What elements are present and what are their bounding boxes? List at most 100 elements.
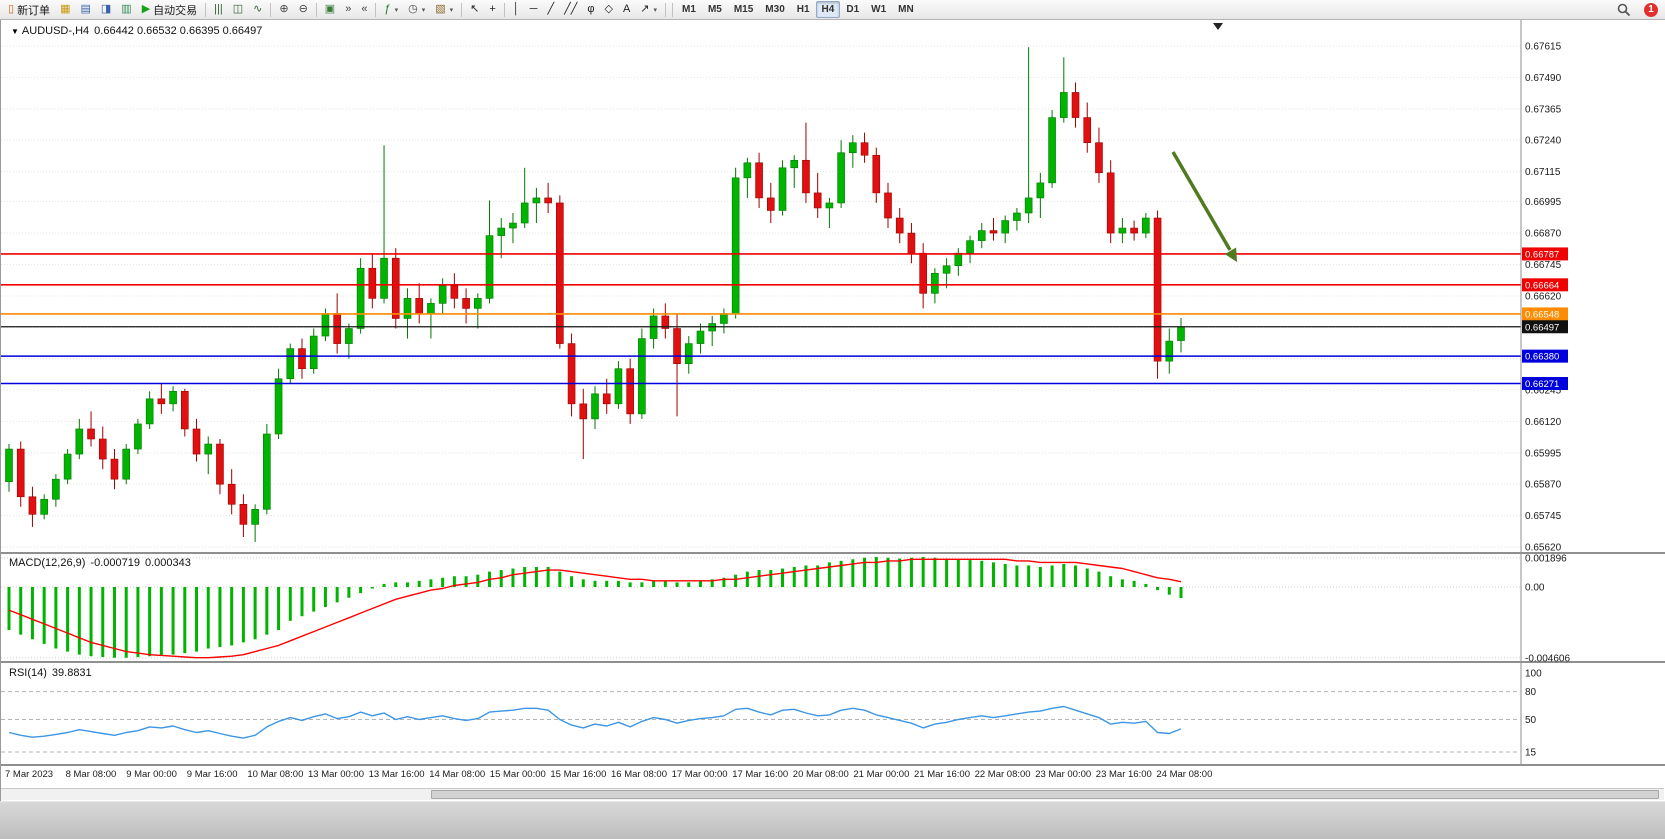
cursor-button[interactable]: ↖ <box>465 1 484 18</box>
candle <box>274 368 283 440</box>
panel-frame <box>1 20 1665 766</box>
toolbar-separator <box>315 2 317 17</box>
candle <box>673 313 681 417</box>
timeframe-bar: M1 M5 M15 M30 H1 H4 D1 W1 MN <box>676 1 920 18</box>
macd-axis-label: -0.004606 <box>1525 653 1570 664</box>
horizontal-line-button[interactable]: ─ <box>525 1 543 18</box>
shapes-button[interactable]: ◇ <box>599 1 617 18</box>
price-tick-label: 0.66245 <box>1525 386 1562 397</box>
notification-badge[interactable]: 1 <box>1644 2 1658 17</box>
candle <box>1048 110 1056 188</box>
auto-scroll-button[interactable]: « <box>356 1 372 18</box>
candlestick-chart-icon: ◫ <box>232 3 244 15</box>
candle <box>1165 328 1174 374</box>
collapse-triangle-icon[interactable]: ▼ <box>11 27 19 36</box>
candle <box>110 449 119 490</box>
timeframe-m5[interactable]: M5 <box>707 4 722 15</box>
chart-symbol-label: AUDUSD-,H4 <box>21 25 90 37</box>
caret-down-icon: ▾ <box>421 6 426 14</box>
timeframe-m30[interactable]: M30 <box>765 4 785 15</box>
new-order-button[interactable]: ▯ 新订单 <box>3 1 55 18</box>
price-tick-label: 0.66995 <box>1525 197 1562 208</box>
chart-canvas[interactable]: 0.67615 0.67490 0.67365 0.67240 0.67115 0.669… <box>1 20 1665 801</box>
candle <box>942 258 951 289</box>
toolbar-right: 1 <box>1612 1 1662 18</box>
text-icon: A <box>622 3 631 15</box>
tile-windows-button[interactable]: ▣ <box>320 1 340 18</box>
data-window-icon: ▤ <box>80 3 91 15</box>
candle <box>98 426 107 470</box>
caret-down-icon: ▾ <box>653 6 658 14</box>
price-tick-label: 0.66870 <box>1525 229 1562 240</box>
candle <box>356 258 365 334</box>
candle <box>556 195 564 349</box>
toolbar-separator <box>665 2 667 17</box>
candle <box>1153 210 1162 379</box>
data-window-button[interactable]: ▤ <box>75 1 95 18</box>
candle <box>204 436 213 475</box>
time-tick-label: 13 Mar 16:00 <box>369 769 425 780</box>
candle <box>755 152 763 208</box>
chart-shift-button[interactable]: » <box>340 1 356 18</box>
zoom-in-button[interactable]: ⊕ <box>274 1 293 18</box>
candlestick-chart-button[interactable]: ◫ <box>228 1 248 18</box>
market-watch-button[interactable]: ▦ <box>55 1 75 18</box>
time-tick-label: 21 Mar 00:00 <box>853 769 909 780</box>
timeframe-d1[interactable]: D1 <box>846 4 860 15</box>
timeframe-m1[interactable]: M1 <box>682 4 696 15</box>
svg-text:0.66497: 0.66497 <box>1525 322 1559 333</box>
candle <box>1083 102 1092 153</box>
candle <box>263 423 271 515</box>
vertical-line-button[interactable]: │ <box>508 1 525 18</box>
trend-arrow-annotation[interactable] <box>1171 151 1237 262</box>
price-tag: 0.66380 <box>1522 349 1568 363</box>
navigator-button[interactable]: ◨ <box>96 1 116 18</box>
channel-button[interactable]: ╱╱ <box>559 1 582 18</box>
svg-text:0.66787: 0.66787 <box>1525 249 1559 260</box>
time-tick-label: 23 Mar 16:00 <box>1096 769 1152 780</box>
tile-windows-icon: ▣ <box>324 3 336 15</box>
candle <box>28 486 37 527</box>
fibonacci-button[interactable]: φ <box>582 1 599 18</box>
autotrading-button[interactable]: ▶ 自动交易 <box>137 1 202 18</box>
timeframe-w1[interactable]: W1 <box>871 4 887 15</box>
zoom-out-icon: ⊖ <box>298 3 308 15</box>
toolbar-separator <box>461 2 463 17</box>
caret-down-icon: ▾ <box>449 6 454 14</box>
timeframe-h1[interactable]: H1 <box>796 4 810 15</box>
templates-button[interactable]: ▧ ▾ <box>430 1 458 18</box>
time-tick-label: 17 Mar 00:00 <box>672 769 728 780</box>
price-tick-label: 0.67240 <box>1525 136 1562 147</box>
rsi-axis-label: 100 <box>1525 669 1542 680</box>
timeframe-mn[interactable]: MN <box>898 4 914 15</box>
search-button[interactable] <box>1612 1 1636 18</box>
price-tick-label: 0.67365 <box>1525 104 1562 115</box>
terminal-button[interactable]: ▥ <box>116 1 136 18</box>
text-button[interactable]: A <box>618 1 635 18</box>
toolbar: ▯ 新订单 ▦ ▤ ◨ ▥ ▶ 自动交易 ||| ◫ ∿ ⊕ ⊖ ▣» «ƒ ▾ ◷ ▾ ▧ ▾ ↖ + │ ─ ╱ ╱╱ φ ◇ A ↗… <box>0 0 1665 20</box>
arrow-tools-button[interactable]: ↗ ▾ <box>635 1 662 18</box>
candle <box>497 218 506 259</box>
trendline-button[interactable]: ╱ <box>542 1 559 18</box>
price-axis: 0.67615 0.67490 0.67365 0.67240 0.67115 0.669… <box>1525 42 1562 554</box>
line-chart-button[interactable]: ∿ <box>248 1 267 18</box>
macd-histogram <box>7 557 1183 658</box>
chart-title: ▼ AUDUSD-,H4 0.66442 0.66532 0.66395 0.664… <box>11 25 267 37</box>
timeframe-m15[interactable]: M15 <box>733 4 754 15</box>
zoom-out-button[interactable]: ⊖ <box>294 1 313 18</box>
rsi-axis-label: 50 <box>1525 715 1537 726</box>
scrollbar-thumb[interactable] <box>431 790 1659 799</box>
chart-shift-marker[interactable] <box>1213 23 1223 30</box>
timeframe-h4[interactable]: H4 <box>815 1 841 18</box>
candle <box>872 147 881 203</box>
rsi-axis-label: 15 <box>1525 748 1537 759</box>
periods-button[interactable]: ◷ ▾ <box>403 1 430 18</box>
candles-layer <box>5 47 1185 542</box>
chart-background <box>1 20 1665 801</box>
price-tick-label: 0.66745 <box>1525 260 1562 271</box>
horizontal-scrollbar[interactable] <box>1 788 1664 800</box>
crosshair-button[interactable]: + <box>484 1 500 18</box>
bar-chart-button[interactable]: ||| <box>209 1 228 18</box>
time-tick-label: 21 Mar 16:00 <box>914 769 970 780</box>
indicators-button[interactable]: ƒ ▾ <box>379 1 403 18</box>
